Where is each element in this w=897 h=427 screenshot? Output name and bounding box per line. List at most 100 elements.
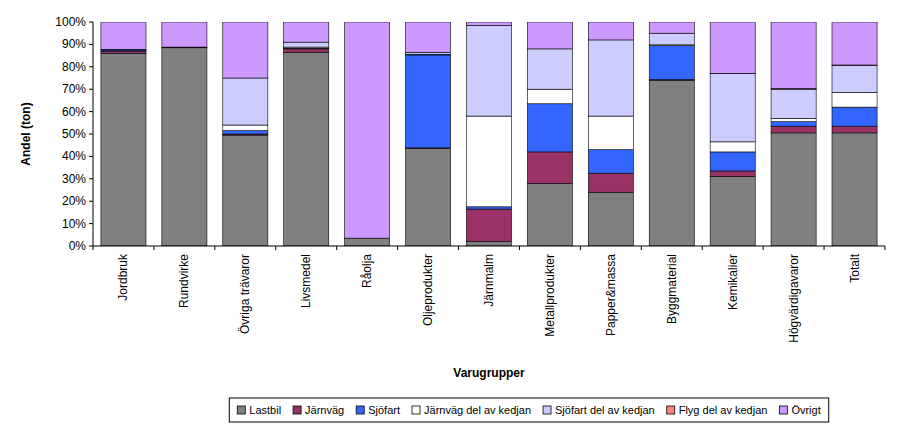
bar-segment [162, 47, 207, 48]
x-tick-divider [336, 246, 337, 250]
x-tick-label: Livsmedel [299, 254, 313, 308]
bar-segment [162, 47, 207, 48]
x-tick-divider [519, 246, 520, 250]
bar-segment [527, 22, 572, 49]
legend-swatch [543, 406, 551, 414]
bar-segment [406, 149, 451, 246]
x-tick-label: Kemikalier [726, 254, 740, 310]
bar-segment [162, 22, 207, 47]
bar-segment [284, 22, 329, 42]
y-tick-label: 20% [62, 194, 86, 208]
x-tick-divider [702, 246, 703, 250]
legend-swatch [779, 406, 787, 414]
y-tick-label: 30% [62, 172, 86, 186]
bar-segment [466, 116, 511, 207]
bar-segment [223, 78, 268, 125]
bar-segment [771, 133, 816, 246]
chart: 0%10%20%30%40%50%60%70%80%90%100%Jordbru… [0, 0, 897, 427]
bar-segment [771, 22, 816, 89]
y-tick-label: 90% [62, 37, 86, 51]
x-tick-divider [214, 246, 215, 250]
y-tick [89, 223, 93, 224]
x-tick-divider [93, 246, 94, 250]
legend-swatch [237, 406, 245, 414]
x-tick-label: Övriga trävaror [238, 254, 252, 334]
y-tick [89, 44, 93, 45]
x-tick-divider [580, 246, 581, 250]
x-tick-label: Järnmalm [482, 254, 496, 307]
legend: LastbilJärnvägSjöfartJärnväg del av kedj… [229, 398, 828, 422]
bar-segment [162, 47, 207, 48]
x-tick-divider [885, 246, 886, 250]
bar-segment [527, 183, 572, 246]
legend-swatch [293, 406, 301, 414]
bar-segment [588, 150, 633, 174]
legend-frame [229, 398, 828, 422]
bar-segment [771, 122, 816, 126]
bar-segment [588, 173, 633, 192]
bar-segment [832, 126, 877, 133]
y-tick [89, 178, 93, 179]
x-tick-label: Oljeprodukter [421, 254, 435, 326]
x-tick-label: Totalt [848, 253, 862, 282]
x-tick-label: Jordbruk [116, 253, 130, 301]
x-tick-divider [824, 246, 825, 250]
bar-segment [406, 22, 451, 52]
bar-segment [771, 126, 816, 133]
y-tick-label: 50% [62, 127, 86, 141]
x-tick-divider [153, 246, 154, 250]
bar-segment [101, 51, 146, 53]
bar-segment [223, 135, 268, 246]
bar-segment [284, 49, 329, 52]
legend-label: Sjöfart del av kedjan [555, 404, 655, 416]
x-tick-label: Råolja [360, 254, 374, 288]
y-tick-label: 80% [62, 60, 86, 74]
bar-segment [832, 66, 877, 93]
bar-segment [223, 22, 268, 78]
legend-label: Övrigt [791, 404, 820, 416]
y-tick-label: 60% [62, 105, 86, 119]
y-tick [89, 66, 93, 67]
bar-segment [466, 207, 511, 209]
y-axis [93, 22, 94, 246]
bar-segment [527, 89, 572, 104]
x-tick-divider [458, 246, 459, 250]
legend-label: Järnväg del av kedjan [424, 404, 531, 416]
bar-segment [832, 107, 877, 126]
bar-segment [345, 22, 390, 238]
bar-segment [101, 53, 146, 246]
bars [101, 22, 877, 246]
bar-segment [588, 192, 633, 246]
legend-label: Flyg del av kedjan [679, 404, 768, 416]
legend-swatch [667, 406, 675, 414]
x-axis [93, 246, 885, 247]
x-tick-label: Byggmaterial [665, 254, 679, 324]
bar-segment [710, 171, 755, 177]
bar-segment [710, 177, 755, 246]
bar-segment [101, 50, 146, 51]
bar-segment [223, 125, 268, 131]
bar-segment [832, 22, 877, 65]
y-tick [89, 111, 93, 112]
x-tick-label: Papper&massa [604, 254, 618, 336]
bar-segment [832, 133, 877, 246]
y-tick-label: 40% [62, 149, 86, 163]
legend-label: Lastbil [249, 404, 281, 416]
bar-segment [466, 22, 511, 25]
background [0, 0, 897, 427]
bar-segment [527, 49, 572, 89]
bar-segment [710, 152, 755, 171]
y-tick [89, 246, 93, 247]
bar-segment [710, 142, 755, 152]
bar-segment [284, 52, 329, 246]
y-tick-label: 10% [62, 217, 86, 231]
bar-segment [710, 22, 755, 73]
y-axis-title: Andel (ton) [19, 102, 33, 165]
y-tick [89, 201, 93, 202]
bar-segment [406, 55, 451, 148]
x-tick-divider [641, 246, 642, 250]
bar-segment [771, 118, 816, 121]
bar-segment [527, 152, 572, 183]
y-tick [89, 22, 93, 23]
y-tick-label: 70% [62, 82, 86, 96]
